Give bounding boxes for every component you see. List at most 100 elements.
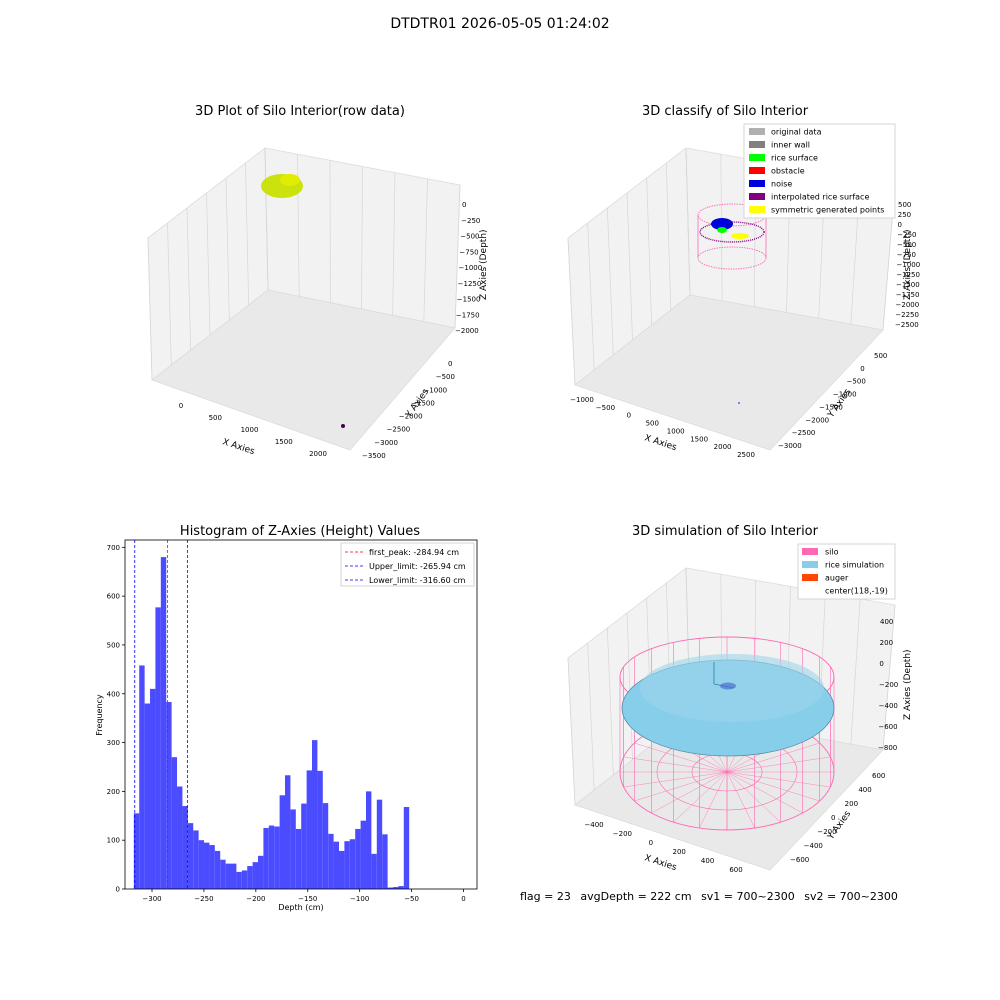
tick-label: −400 <box>879 702 898 710</box>
tick-label: 0 <box>831 814 835 822</box>
histogram-bar <box>398 886 404 889</box>
silo-floor-spoke <box>726 742 820 773</box>
panel4-silo-model <box>619 636 835 831</box>
tick-label: −2000 <box>455 327 479 335</box>
grid-line <box>606 627 614 776</box>
histogram-bar <box>322 803 329 889</box>
panel2-title: 3D classify of Silo Interior <box>641 104 809 119</box>
tick-label: −1250 <box>458 280 482 288</box>
y-tick-label: 600 <box>107 593 120 601</box>
grid-line <box>567 237 576 386</box>
figure-title: DTDTR01 2026-05-05 01:24:02 <box>390 16 610 32</box>
histogram-bar <box>317 770 323 889</box>
tick-label: −1000 <box>897 261 921 269</box>
tick-label: −1500 <box>457 296 481 304</box>
tick-label: −1000 <box>570 396 594 404</box>
tick-label: 0 <box>879 660 883 668</box>
sv2-text: sv2 = 700~2300 <box>804 890 898 903</box>
tick-label: −1750 <box>456 311 480 319</box>
histogram-bar <box>387 887 393 889</box>
histogram-bar <box>279 795 286 889</box>
legend-label: rice simulation <box>825 561 884 570</box>
histogram-bar <box>166 702 172 889</box>
panel1-title: 3D Plot of Silo Interior(row data) <box>195 104 405 119</box>
histogram-bar <box>366 791 372 889</box>
grid-line <box>245 162 250 306</box>
outlier-point <box>341 424 345 428</box>
rice-surface-points <box>717 227 727 233</box>
tick-label: 1500 <box>690 435 708 443</box>
tick-label: −2250 <box>895 311 919 319</box>
auger-head <box>720 682 736 690</box>
silo-floor-spoke <box>726 771 781 823</box>
tick-label: −1000 <box>833 391 857 399</box>
legend-label: Lower_limit: -316.60 cm <box>369 576 466 585</box>
panel2-x-label: X Axies <box>643 433 678 453</box>
x-tick-label: −250 <box>194 895 213 903</box>
legend-label: center(118,-19) <box>825 587 888 596</box>
histogram-bar <box>268 825 275 889</box>
histogram-bar <box>182 806 188 889</box>
histogram-bar <box>160 557 167 889</box>
tick-label: −200 <box>817 828 836 836</box>
legend-label: rice surface <box>771 154 818 163</box>
panel2-legend: original data inner wall rice surface obsta… <box>743 123 896 219</box>
tick-label: −3000 <box>374 439 398 447</box>
flag-text: flag = 23 <box>520 890 571 903</box>
tick-label: −250 <box>897 231 916 239</box>
tick-label: 500 <box>646 420 659 428</box>
histogram-bar <box>150 688 156 889</box>
grid-line <box>225 177 230 321</box>
x-tick-label: 0 <box>461 895 465 903</box>
histogram-bar <box>139 665 145 889</box>
tick-label: −1250 <box>896 271 920 279</box>
interpolated-rice-surface <box>699 221 765 243</box>
histogram-bar <box>382 834 388 889</box>
tick-label: −400 <box>584 821 603 829</box>
grid-line <box>167 222 172 366</box>
histogram-bar <box>204 842 210 889</box>
legend-label: Upper_limit: -265.94 cm <box>369 562 466 571</box>
histogram-x-label: Depth (cm) <box>278 903 323 912</box>
tick-label: 200 <box>673 848 686 856</box>
grid-line <box>186 207 192 351</box>
symmetric-generated-points <box>731 233 749 239</box>
histogram-bar <box>214 850 221 889</box>
histogram-bar <box>187 823 194 889</box>
panel4-3d-plot: −400−20002004006006004002000−200−400−600… <box>567 543 913 874</box>
legend-swatch <box>749 154 765 161</box>
tick-label: 600 <box>872 772 885 780</box>
grid-line <box>567 657 576 806</box>
histogram-bar <box>225 863 232 889</box>
tick-label: −1000 <box>459 264 483 272</box>
grid-line <box>646 177 653 326</box>
tick-label: −1500 <box>411 399 435 407</box>
tick-label: −500 <box>847 378 866 386</box>
legend-swatch <box>802 561 818 568</box>
grid-line <box>423 178 428 322</box>
silo-floor-spoke <box>726 771 803 814</box>
grid-line <box>626 612 633 761</box>
tick-label: 250 <box>898 211 911 219</box>
panel1-axes-box <box>147 147 461 451</box>
x-tick-label: −300 <box>142 895 161 903</box>
tick-label: 1000 <box>241 426 259 434</box>
tick-label: 2000 <box>309 450 327 458</box>
histogram-bar <box>252 862 259 889</box>
histogram-bar <box>198 840 205 889</box>
tick-label: −200 <box>613 830 632 838</box>
histogram-bar <box>231 863 237 889</box>
histogram-bar <box>349 839 356 889</box>
histogram-bar <box>301 803 307 889</box>
histogram-bar <box>312 740 318 889</box>
legend-swatch <box>749 167 765 174</box>
legend-label: inner wall <box>771 141 810 150</box>
avg-depth-text: avgDepth = 222 cm <box>580 890 692 903</box>
legend-label: interpolated rice surface <box>771 193 869 202</box>
tick-label: 400 <box>701 857 714 865</box>
grid-line <box>454 184 461 329</box>
panel4-title: 3D simulation of Silo Interior <box>632 524 818 539</box>
tick-label: −800 <box>878 744 897 752</box>
histogram-bar <box>392 887 399 889</box>
tick-label: 1500 <box>275 438 293 446</box>
